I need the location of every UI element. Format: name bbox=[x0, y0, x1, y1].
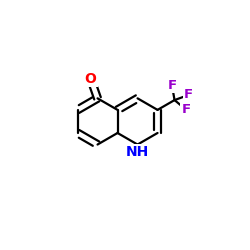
Text: F: F bbox=[168, 79, 176, 92]
Text: O: O bbox=[85, 72, 96, 86]
Text: F: F bbox=[182, 103, 190, 116]
Text: F: F bbox=[184, 88, 193, 102]
Text: NH: NH bbox=[126, 145, 149, 159]
